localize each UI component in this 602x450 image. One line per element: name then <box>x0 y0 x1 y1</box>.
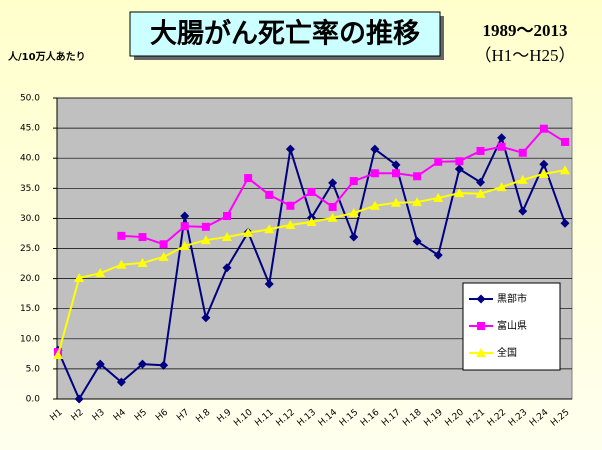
marker <box>74 394 84 404</box>
marker <box>264 224 275 234</box>
marker <box>454 188 465 198</box>
y-tick-label: 50.0 <box>20 94 40 104</box>
y-tick-label: 5.0 <box>26 364 41 374</box>
subtitle: （H1～H25） <box>474 46 575 65</box>
marker <box>349 232 359 242</box>
marker <box>327 212 338 222</box>
marker <box>497 142 506 151</box>
marker <box>200 235 211 245</box>
marker <box>539 124 548 133</box>
marker <box>159 360 169 370</box>
marker <box>137 257 148 267</box>
marker <box>433 192 444 202</box>
marker <box>391 160 401 170</box>
marker <box>222 232 232 242</box>
marker <box>116 259 127 269</box>
subtitle: 1989～2013 <box>483 21 568 40</box>
y-tick-label: 10.0 <box>20 334 40 344</box>
marker <box>496 182 507 192</box>
marker <box>369 200 380 210</box>
y-tick-label: 0.0 <box>26 395 41 405</box>
marker <box>328 178 338 188</box>
marker <box>286 201 295 210</box>
marker <box>560 165 570 175</box>
marker <box>223 211 231 220</box>
marker <box>349 177 358 186</box>
marker <box>518 148 527 157</box>
legend-label: 全国 <box>497 346 517 359</box>
marker <box>180 222 189 231</box>
marker <box>244 174 253 183</box>
marker <box>222 263 232 273</box>
marker <box>265 190 274 199</box>
marker <box>413 172 422 181</box>
marker <box>264 279 274 289</box>
marker <box>475 188 486 198</box>
y-tick-label: 15.0 <box>20 304 40 314</box>
marker <box>497 133 507 143</box>
chart-title: 大腸がん死亡率の推移 <box>150 18 420 50</box>
marker <box>392 169 400 178</box>
marker <box>476 348 486 357</box>
series-line <box>121 127 566 246</box>
marker <box>179 241 190 251</box>
marker <box>391 197 401 207</box>
marker <box>476 177 485 187</box>
marker <box>476 294 486 304</box>
marker <box>74 272 85 282</box>
marker <box>158 251 169 261</box>
legend-label: 黒部市 <box>497 292 527 305</box>
y-tick-label: 40.0 <box>20 154 40 164</box>
marker <box>95 268 106 278</box>
marker <box>370 169 379 178</box>
marker <box>433 250 443 260</box>
marker <box>138 359 147 369</box>
marker <box>517 174 528 184</box>
marker <box>518 206 528 216</box>
marker <box>116 377 126 387</box>
y-tick-label: 25.0 <box>20 244 40 254</box>
marker <box>138 233 147 242</box>
marker <box>159 240 168 249</box>
marker <box>328 202 337 211</box>
marker <box>538 168 549 178</box>
marker <box>476 146 485 155</box>
marker <box>348 207 359 217</box>
marker <box>285 220 296 230</box>
marker <box>434 157 443 166</box>
title-box <box>129 11 441 57</box>
marker <box>412 197 423 207</box>
marker <box>117 231 126 240</box>
marker <box>243 227 254 237</box>
marker <box>477 322 485 330</box>
marker <box>370 144 380 154</box>
marker <box>454 164 464 174</box>
marker <box>307 187 316 196</box>
y-tick-label: 20.0 <box>20 274 40 284</box>
marker <box>455 157 464 166</box>
legend-label: 富山県 <box>497 319 527 332</box>
y-tick-label: 45.0 <box>20 124 40 134</box>
marker <box>201 222 210 231</box>
marker <box>95 359 105 369</box>
marker <box>201 313 211 323</box>
y-tick-label: 30.0 <box>20 214 40 224</box>
marker <box>180 211 190 221</box>
marker <box>561 137 569 146</box>
marker <box>412 236 422 246</box>
marker <box>539 159 549 169</box>
marker <box>53 350 63 360</box>
marker <box>560 218 570 228</box>
marker <box>306 217 317 227</box>
y-tick-label: 35.0 <box>20 184 40 194</box>
marker <box>285 144 295 154</box>
y-axis-label: 人/10万人あたり <box>8 50 86 63</box>
